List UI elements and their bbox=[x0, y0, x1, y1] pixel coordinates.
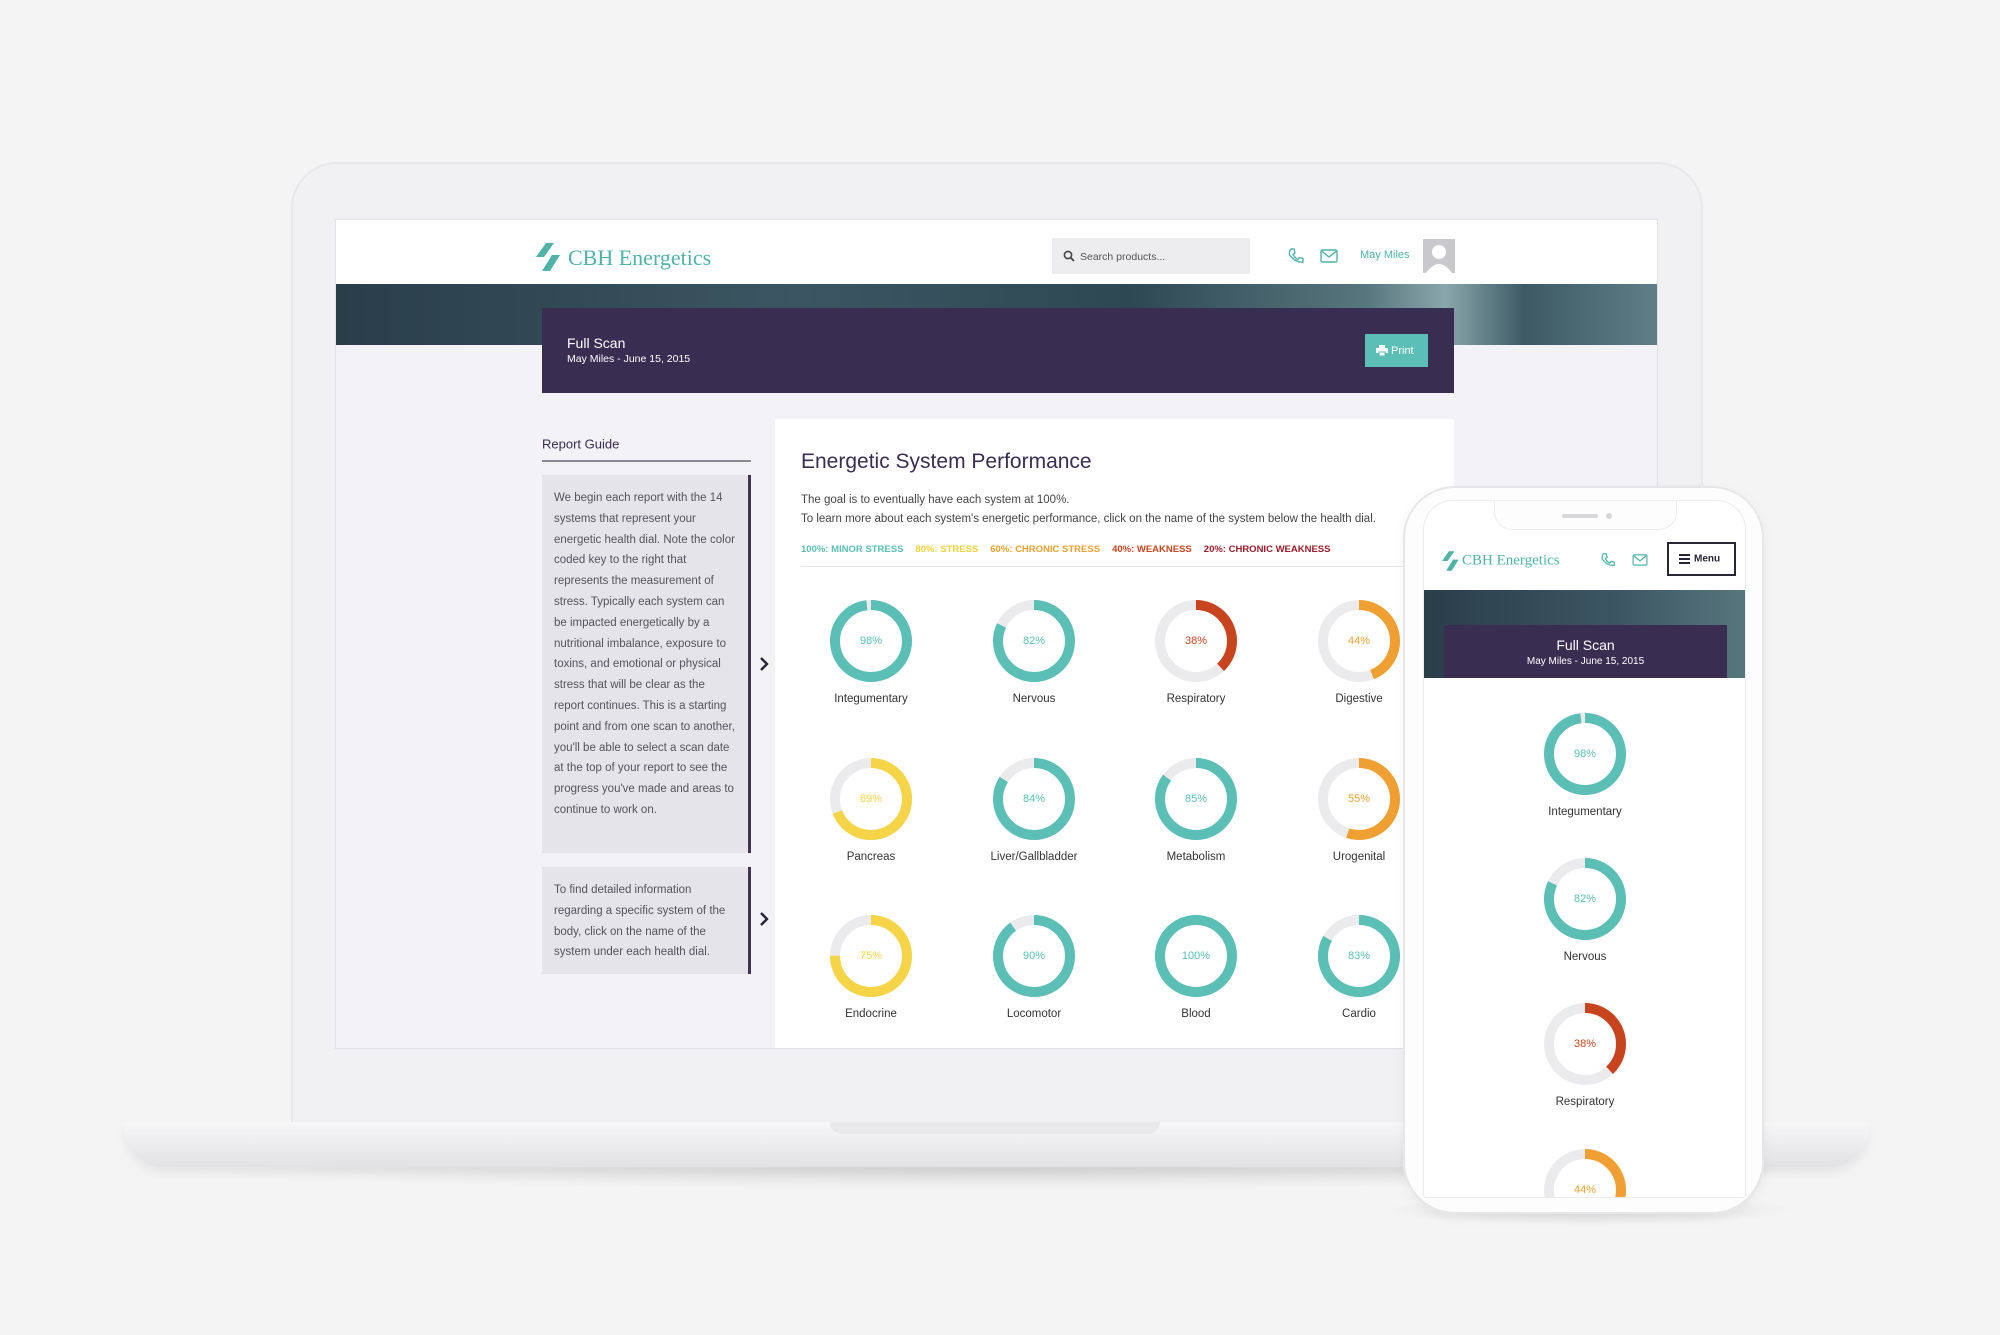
user-name[interactable]: May Miles bbox=[1360, 249, 1410, 261]
dial-name[interactable]: Cardio bbox=[1342, 1008, 1376, 1020]
avatar[interactable] bbox=[1423, 239, 1455, 273]
dial-percent: 90% bbox=[1023, 950, 1045, 962]
dial-percent: 44% bbox=[1574, 1184, 1596, 1196]
dial-arc bbox=[1155, 600, 1237, 682]
print-button[interactable] bbox=[1365, 334, 1428, 367]
dial-percent: 38% bbox=[1574, 1038, 1596, 1050]
dial-list: 98% Integumentary 82% Nervous 38% Respiratory… bbox=[1544, 713, 1626, 1197]
report-title: Full Scan bbox=[1556, 637, 1615, 653]
report-subtitle: May Miles - June 15, 2015 bbox=[1526, 656, 1645, 667]
phone-icon[interactable] bbox=[1287, 247, 1305, 265]
dial-arc bbox=[1155, 915, 1237, 997]
search-icon bbox=[1063, 250, 1075, 262]
dial-arc bbox=[1544, 1149, 1626, 1197]
dial-arc bbox=[993, 758, 1075, 840]
report-subtitle: May Miles - June 15, 2015 bbox=[567, 353, 691, 365]
dial-percent: 55% bbox=[1348, 793, 1370, 805]
panel-divider bbox=[801, 566, 1441, 567]
dial-name[interactable]: Respiratory bbox=[1167, 693, 1226, 705]
phone-icon[interactable] bbox=[1600, 552, 1616, 568]
mail-icon[interactable] bbox=[1320, 249, 1338, 263]
report-title: Full Scan bbox=[567, 335, 626, 351]
panel-title: Energetic System Performance bbox=[801, 450, 1092, 473]
dial-arc bbox=[1544, 858, 1626, 940]
dial-percent: 100% bbox=[1182, 950, 1210, 962]
search-box[interactable] bbox=[1052, 238, 1250, 274]
dial-percent: 83% bbox=[1348, 950, 1370, 962]
dial-arc bbox=[830, 915, 912, 997]
report-header bbox=[1444, 625, 1727, 678]
dial-name[interactable]: Integumentary bbox=[1548, 806, 1622, 818]
dial-name[interactable]: Endocrine bbox=[845, 1008, 897, 1020]
dial-arc bbox=[1544, 1003, 1626, 1085]
dial-name[interactable]: Nervous bbox=[1013, 693, 1056, 705]
dial-percent: 98% bbox=[860, 635, 882, 647]
legend-item: 40%: WEAKNESS bbox=[1112, 544, 1192, 555]
dial-percent: 82% bbox=[1023, 635, 1045, 647]
menu-button[interactable] bbox=[1667, 542, 1736, 576]
dial-name[interactable]: Respiratory bbox=[1556, 1096, 1615, 1108]
phone-screen: CBH Energetics Menu Full Scan May Miles … bbox=[1423, 500, 1746, 1198]
dial-name[interactable]: Locomotor bbox=[1007, 1008, 1062, 1020]
menu-label: Menu bbox=[1694, 553, 1721, 565]
menu-icon bbox=[1679, 554, 1690, 564]
dial-arc bbox=[993, 915, 1075, 997]
laptop-notch bbox=[830, 1122, 1160, 1134]
guide-paragraph: To find detailed information regarding a… bbox=[542, 867, 751, 974]
logo-icon bbox=[1442, 551, 1459, 571]
logo[interactable]: CBH Energetics bbox=[568, 245, 712, 270]
dial-name[interactable]: Metabolism bbox=[1167, 851, 1226, 863]
panel-description: The goal is to eventually have each syst… bbox=[801, 494, 1070, 506]
guide-arrow[interactable] bbox=[759, 657, 769, 671]
dial-name[interactable]: Liver/Gallbladder bbox=[991, 851, 1078, 863]
dial-percent: 38% bbox=[1185, 635, 1207, 647]
mail-icon[interactable] bbox=[1632, 554, 1648, 566]
dial-percent: 85% bbox=[1185, 793, 1207, 805]
dial-percent: 82% bbox=[1574, 893, 1596, 905]
phone-speaker bbox=[1562, 514, 1598, 518]
logo[interactable]: CBH Energetics bbox=[1462, 552, 1560, 569]
performance-card bbox=[775, 419, 1454, 1048]
legend-item: 80%: STRESS bbox=[915, 544, 979, 555]
dial-grid: 98% Integumentary 82% Nervous 38% Respiratory… bbox=[830, 600, 1400, 1020]
guide-arrow[interactable] bbox=[759, 912, 769, 926]
dial-arc bbox=[1318, 600, 1400, 682]
search-placeholder: Search products... bbox=[1080, 251, 1166, 263]
dial-arc bbox=[993, 600, 1075, 682]
panel-description: To learn more about each system's energe… bbox=[801, 513, 1376, 525]
dial-arc bbox=[1544, 713, 1626, 795]
dial-percent: 44% bbox=[1348, 635, 1370, 647]
dial-arc bbox=[830, 600, 912, 682]
legend-item: 20%: CHRONIC WEAKNESS bbox=[1203, 544, 1331, 555]
legend-item: 60%: CHRONIC STRESS bbox=[990, 544, 1101, 555]
dial-arc bbox=[1318, 758, 1400, 840]
dial-name[interactable]: Digestive bbox=[1335, 693, 1382, 705]
logo-icon bbox=[536, 243, 560, 271]
guide-underline bbox=[542, 460, 751, 462]
dial-arc bbox=[1318, 915, 1400, 997]
dial-percent: 98% bbox=[1574, 748, 1596, 760]
dial-percent: 84% bbox=[1023, 793, 1045, 805]
guide-paragraph: We begin each report with the 14 systems… bbox=[542, 475, 751, 853]
print-label: Print bbox=[1391, 345, 1414, 357]
legend: 100%: MINOR STRESS 80%: STRESS 60%: CHRONI… bbox=[801, 544, 1330, 558]
report-header bbox=[542, 308, 1454, 393]
dial-name[interactable]: Pancreas bbox=[847, 851, 896, 863]
guide-title: Report Guide bbox=[542, 436, 620, 452]
laptop-screen: CBH Energetics Search products... May Mi… bbox=[335, 219, 1658, 1049]
dial-percent: 75% bbox=[860, 950, 882, 962]
legend-item: 100%: MINOR STRESS bbox=[801, 544, 904, 555]
dial-name[interactable]: Nervous bbox=[1564, 951, 1607, 963]
dial-arc bbox=[830, 758, 912, 840]
phone-camera bbox=[1606, 513, 1612, 519]
dial-percent: 69% bbox=[860, 793, 882, 805]
dial-name[interactable]: Integumentary bbox=[834, 693, 908, 705]
dial-name[interactable]: Blood bbox=[1181, 1008, 1210, 1020]
dial-arc bbox=[1155, 758, 1237, 840]
dial-name[interactable]: Urogenital bbox=[1333, 851, 1385, 863]
print-icon bbox=[1376, 345, 1388, 356]
